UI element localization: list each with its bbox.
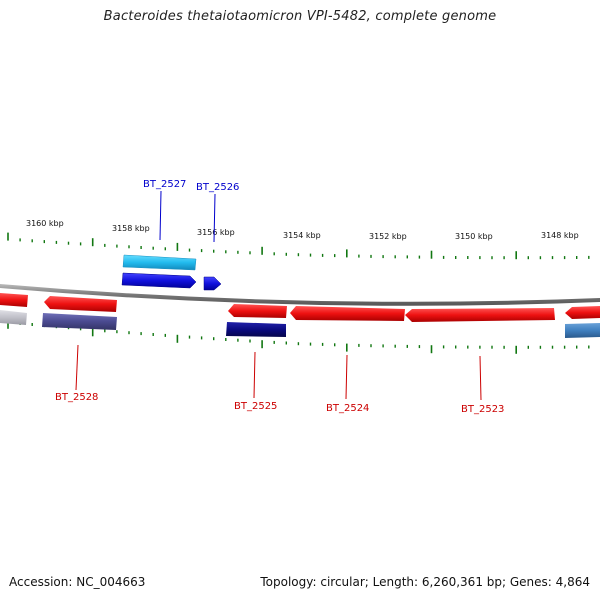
outer-tick-track — [7, 232, 590, 260]
kbp-scale: 3160 kbp 3158 kbp 3156 kbp 3154 kbp 3152… — [26, 219, 579, 241]
gene-gray-left-edge[interactable] — [0, 310, 27, 325]
leader-bt2525 — [253, 351, 256, 399]
kbp-label: 3158 kbp — [112, 224, 150, 233]
accession-label: Accession: NC_004663 — [9, 575, 146, 589]
kbp-label: 3152 kbp — [369, 232, 407, 241]
gene-bt2524[interactable] — [290, 306, 405, 321]
gene-label-bt2523[interactable]: BT_2523 — [461, 404, 504, 415]
gene-bt2526[interactable] — [203, 276, 222, 291]
gene-red-left-edge[interactable] — [0, 293, 28, 307]
kbp-label: 3156 kbp — [197, 228, 235, 237]
gene-bt2525[interactable] — [226, 322, 286, 337]
gene-features — [0, 254, 600, 338]
gene-label-bt2526[interactable]: BT_2526 — [196, 182, 239, 193]
leader-bt2527 — [159, 190, 162, 241]
gene-label-bt2528[interactable]: BT_2528 — [55, 392, 98, 403]
genome-backbone — [0, 284, 600, 306]
gene-bt2528-top[interactable] — [44, 296, 117, 312]
gene-bt2523[interactable] — [405, 308, 555, 322]
leader-bt2524 — [345, 354, 348, 400]
leader-bt2528 — [75, 344, 79, 391]
leader-bt2526 — [213, 193, 216, 243]
gene-label-bt2527[interactable]: BT_2527 — [143, 179, 186, 190]
gene-labels: BT_2527 BT_2526 BT_2528 BT_2525 BT_2524 … — [55, 179, 504, 415]
kbp-label: 3160 kbp — [26, 219, 64, 228]
inner-tick-track — [7, 320, 590, 354]
kbp-label: 3150 kbp — [455, 232, 493, 241]
gene-label-bt2525[interactable]: BT_2525 — [234, 401, 277, 412]
gene-bt2525-top[interactable] — [228, 304, 287, 318]
gene-bt2527[interactable] — [121, 272, 197, 289]
gene-leader-lines — [75, 190, 482, 401]
gene-label-bt2524[interactable]: BT_2524 — [326, 403, 369, 414]
gene-bt2528[interactable] — [42, 313, 117, 330]
leader-bt2523 — [479, 355, 482, 401]
gene-steel-right-edge[interactable] — [565, 323, 600, 338]
kbp-label: 3154 kbp — [283, 231, 321, 240]
kbp-label: 3148 kbp — [541, 231, 579, 240]
gene-bt2527-cyan[interactable] — [122, 254, 197, 271]
genome-summary: Topology: circular; Length: 6,260,361 bp… — [260, 575, 590, 589]
genome-title: Bacteroides thetaiotaomicron VPI-5482, c… — [103, 9, 497, 24]
gene-red-right-edge[interactable] — [565, 306, 600, 319]
